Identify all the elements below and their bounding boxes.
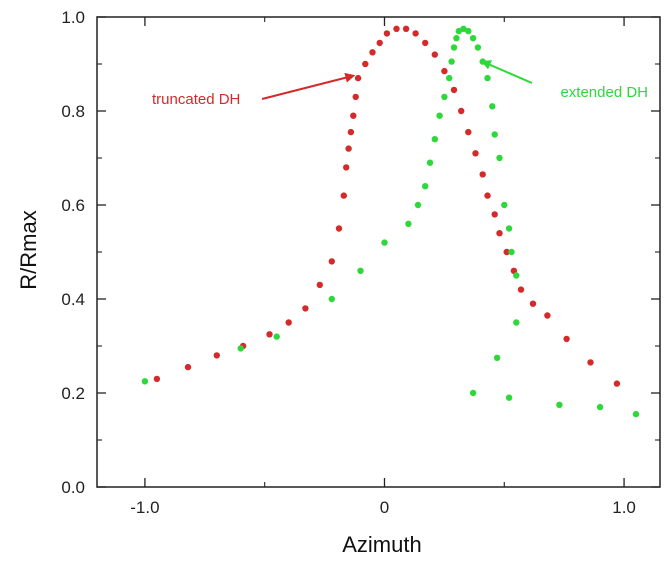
data-point — [465, 128, 472, 136]
y-tick-label: 0.2 — [61, 384, 85, 403]
data-point — [357, 267, 364, 274]
data-point — [266, 331, 273, 338]
data-point — [484, 192, 491, 199]
y-axis-title: R/Rmax — [16, 210, 41, 289]
data-point — [474, 44, 482, 51]
data-point — [441, 93, 448, 101]
annotation-label: truncated DH — [152, 91, 240, 108]
data-point — [426, 159, 434, 166]
data-point — [503, 248, 510, 256]
data-point — [501, 201, 508, 209]
data-point — [328, 295, 335, 303]
data-point — [436, 112, 443, 119]
data-point — [141, 378, 149, 385]
data-point — [285, 319, 292, 326]
data-point — [431, 136, 438, 143]
data-point — [556, 401, 563, 408]
data-point — [213, 352, 220, 359]
data-point — [405, 220, 412, 227]
data-point — [469, 389, 477, 397]
data-point — [441, 67, 448, 75]
data-point — [472, 150, 479, 157]
annotation-label: extended DH — [560, 84, 648, 101]
data-point — [412, 30, 419, 37]
data-point — [446, 74, 453, 82]
x-tick-label: -1.0 — [130, 498, 159, 517]
data-point — [529, 300, 537, 307]
data-point — [414, 201, 422, 209]
data-point — [453, 35, 460, 42]
data-point — [184, 363, 192, 371]
y-tick-label: 0.6 — [61, 196, 85, 215]
data-point — [517, 286, 525, 293]
data-point — [347, 128, 355, 136]
data-point — [302, 305, 309, 312]
data-point — [352, 93, 359, 101]
data-point — [350, 112, 357, 119]
data-point — [422, 183, 429, 190]
data-point — [381, 239, 388, 246]
data-point — [383, 30, 391, 37]
data-point — [458, 107, 465, 115]
data-point — [505, 225, 513, 232]
data-point — [489, 103, 496, 110]
axis-ticks: 0.0 0.2 0.4 0.6 0.8 1.0 -1.0 0 1.0 — [61, 8, 660, 517]
data-point — [340, 192, 347, 199]
x-tick-label: 0 — [380, 498, 389, 517]
y-tick-label: 1.0 — [61, 8, 85, 27]
data-point — [496, 154, 503, 162]
series-layer — [141, 25, 640, 418]
data-point — [460, 25, 467, 32]
data-point — [450, 86, 458, 94]
x-tick-label: 1.0 — [612, 498, 636, 517]
data-point — [465, 27, 472, 35]
data-point — [402, 25, 410, 32]
data-point — [508, 248, 515, 256]
data-point — [491, 131, 498, 138]
data-point — [513, 319, 520, 326]
y-tick-label: 0.8 — [61, 102, 85, 121]
data-point — [237, 345, 244, 352]
data-point — [362, 60, 369, 68]
data-point — [273, 333, 280, 340]
data-point — [328, 258, 335, 265]
data-point — [484, 74, 491, 82]
annotation-arrow — [480, 60, 533, 84]
data-point — [345, 145, 352, 152]
data-point — [354, 74, 362, 82]
data-point — [596, 403, 604, 411]
data-point — [448, 58, 455, 65]
annotation-arrow — [261, 72, 356, 100]
data-point — [496, 230, 503, 237]
data-point — [563, 335, 570, 343]
data-point — [493, 354, 501, 361]
data-point — [479, 171, 486, 178]
data-point — [469, 35, 477, 42]
data-point — [510, 267, 518, 274]
data-point — [431, 51, 438, 58]
x-axis-title: Azimuth — [342, 532, 421, 557]
data-point — [491, 211, 498, 218]
annotation-layer: truncated DH extended DH — [152, 60, 648, 108]
series-extended-dh — [141, 25, 640, 418]
data-point — [335, 225, 343, 232]
y-tick-label: 0.0 — [61, 478, 85, 497]
data-point — [613, 380, 621, 387]
data-point — [632, 410, 640, 418]
series-truncated-dh — [153, 25, 621, 387]
data-point — [316, 281, 323, 289]
data-point — [343, 164, 350, 171]
data-point — [505, 394, 513, 401]
data-point — [587, 359, 594, 366]
data-point — [544, 312, 551, 319]
data-point — [153, 375, 161, 383]
data-point — [422, 39, 429, 47]
data-point — [450, 44, 458, 51]
data-point — [513, 272, 520, 279]
y-tick-label: 0.4 — [61, 290, 85, 309]
data-point — [369, 49, 376, 56]
data-point — [393, 25, 400, 32]
data-point — [376, 39, 383, 47]
